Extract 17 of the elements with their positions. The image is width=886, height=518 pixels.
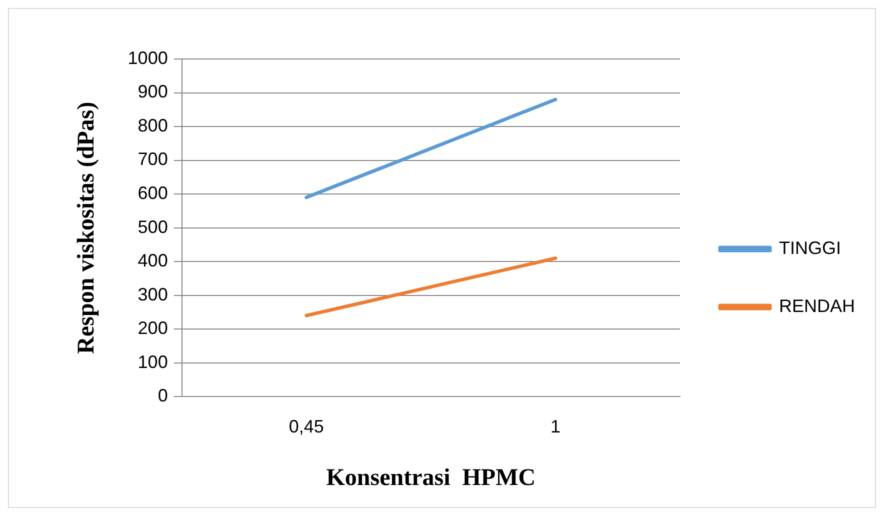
y-tick-label: 300 — [138, 284, 168, 304]
x-tick-label: 1 — [550, 416, 560, 436]
x-axis-title: Konsentrasi HPMC — [326, 464, 536, 491]
x-tick-label: 0,45 — [288, 416, 324, 436]
y-tick-label: 800 — [138, 115, 168, 136]
y-tick-label: 500 — [138, 216, 168, 237]
y-axis-title: Respon viskositas (dPas) — [74, 102, 100, 354]
legend-label: TINGGI — [778, 238, 841, 258]
y-tick-label: 400 — [138, 250, 168, 271]
y-tick-label: 700 — [138, 149, 168, 170]
y-tick-label: 1000 — [128, 48, 168, 68]
y-tick-label: 0 — [158, 386, 168, 406]
legend-label: RENDAH — [778, 296, 856, 316]
y-tick-label: 100 — [138, 352, 168, 372]
y-tick-label: 600 — [138, 183, 168, 204]
y-tick-label: 900 — [138, 82, 168, 102]
y-tick-label: 200 — [138, 318, 168, 338]
